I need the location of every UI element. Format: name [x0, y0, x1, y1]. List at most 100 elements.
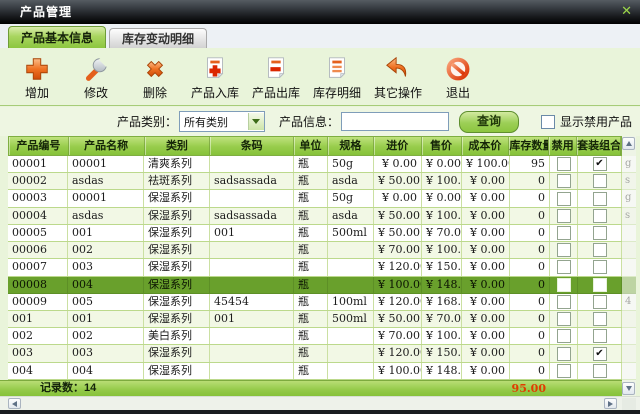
- filter-bar: 产品类别： 所有类别 产品信息： 查询 显示禁用产品: [0, 107, 640, 136]
- modify-button[interactable]: 修改: [73, 53, 119, 101]
- disabled-checkbox[interactable]: [556, 191, 571, 206]
- disabled-checkbox[interactable]: [556, 260, 571, 275]
- table-row[interactable]: 00004 asdas 保湿系列 sadsassada 瓶 asda ¥ 50.00 ¥ 10…: [8, 207, 636, 225]
- table-row[interactable]: 00002 asdas 祛斑系列 sadsassada 瓶 asda ¥ 50.00 ¥ 10…: [8, 173, 636, 191]
- combo-checkbox[interactable]: [592, 225, 607, 240]
- table-cell: ¥ 150.0: [422, 345, 462, 362]
- table-cell: asda: [328, 173, 374, 190]
- table-cell: ✔: [578, 345, 622, 362]
- disabled-checkbox[interactable]: [556, 243, 571, 258]
- table-cell: ¥ 100.0: [422, 207, 462, 224]
- other-operations-button[interactable]: 其它操作: [374, 53, 422, 101]
- table-cell: 保湿系列: [144, 276, 210, 293]
- chevron-down-icon[interactable]: [247, 113, 264, 130]
- product-outbound-button[interactable]: 产品出库: [252, 53, 300, 101]
- column-header[interactable]: 条码: [210, 137, 295, 155]
- disabled-checkbox[interactable]: [556, 208, 571, 223]
- tab-product-basic-info[interactable]: 产品基本信息: [8, 26, 107, 48]
- disabled-checkbox[interactable]: [556, 363, 571, 378]
- table-cell: [210, 242, 294, 259]
- table-cell: 美白系列: [144, 328, 210, 345]
- column-header[interactable]: 产品名称: [69, 137, 145, 155]
- product-inbound-button[interactable]: 产品入库: [191, 53, 239, 101]
- scrollbar-track[interactable]: [622, 136, 636, 396]
- table-header-row: 产品编号 产品名称 类别 条码 单位 规格 进价 售价 成本价 库存数量 禁用 套装组合: [8, 136, 622, 156]
- scroll-left-icon[interactable]: [8, 398, 21, 409]
- table-cell: 500ml: [328, 310, 374, 328]
- table-cell: [550, 310, 578, 328]
- disabled-checkbox[interactable]: [556, 294, 571, 309]
- column-header[interactable]: 套装组合: [577, 137, 621, 155]
- table-cell: 001: [68, 310, 144, 328]
- scroll-right-icon[interactable]: [604, 398, 617, 409]
- table-cell: 瓶: [294, 310, 328, 328]
- category-select[interactable]: 所有类别: [178, 111, 265, 132]
- vertical-scrollbar[interactable]: [622, 136, 636, 396]
- table-cell: ¥ 0.00: [462, 190, 510, 207]
- combo-checkbox[interactable]: [592, 191, 607, 206]
- inventory-detail-icon: [323, 53, 351, 83]
- close-button[interactable]: ✕: [621, 4, 632, 19]
- column-header[interactable]: 类别: [145, 137, 211, 155]
- column-header[interactable]: 进价: [374, 137, 422, 155]
- disabled-checkbox[interactable]: [556, 277, 571, 292]
- combo-checkbox[interactable]: [592, 363, 607, 378]
- exit-button[interactable]: 退出: [435, 53, 481, 101]
- scroll-down-icon[interactable]: [622, 382, 635, 395]
- product-info-input[interactable]: [340, 112, 449, 131]
- toolbar-label: 产品入库: [191, 85, 240, 100]
- table-cell: 00001: [68, 156, 144, 173]
- combo-checkbox[interactable]: [592, 312, 607, 327]
- combo-checkbox[interactable]: [592, 243, 607, 258]
- add-button[interactable]: 增加: [14, 53, 60, 101]
- combo-checkbox[interactable]: ✔: [592, 346, 607, 361]
- combo-checkbox[interactable]: [592, 277, 607, 292]
- table-cell: [550, 156, 578, 173]
- combo-checkbox[interactable]: [592, 294, 607, 309]
- table-cell: ¥ 0.00: [462, 224, 510, 242]
- table-cell: [550, 362, 578, 379]
- column-header[interactable]: 产品编号: [9, 137, 69, 155]
- combo-checkbox[interactable]: ✔: [592, 157, 607, 172]
- column-header[interactable]: 禁用: [549, 137, 578, 155]
- column-header[interactable]: 成本价: [462, 137, 510, 155]
- disabled-checkbox[interactable]: [556, 225, 571, 240]
- query-button[interactable]: 查询: [458, 110, 519, 133]
- show-disabled-checkbox[interactable]: [540, 114, 555, 129]
- inventory-detail-button[interactable]: 库存明细: [313, 53, 361, 101]
- tab-inventory-movement[interactable]: 库存变动明细: [109, 28, 208, 48]
- table-cell: ¥ 0.00: [462, 259, 510, 276]
- table-cell: [578, 310, 622, 328]
- combo-checkbox[interactable]: [592, 208, 607, 223]
- disabled-checkbox[interactable]: [556, 312, 571, 327]
- combo-checkbox[interactable]: [592, 329, 607, 344]
- disabled-checkbox[interactable]: [556, 346, 571, 361]
- horizontal-scrollbar[interactable]: [0, 396, 640, 410]
- table-cell: [550, 190, 578, 207]
- disabled-checkbox[interactable]: [556, 174, 571, 189]
- disabled-checkbox[interactable]: [556, 157, 571, 172]
- table-cell: ¥ 100.00: [462, 156, 510, 173]
- column-header[interactable]: 售价: [422, 137, 462, 155]
- scroll-up-icon[interactable]: [622, 137, 635, 150]
- combo-checkbox[interactable]: [592, 174, 607, 189]
- column-header[interactable]: 规格: [328, 137, 374, 155]
- delete-button[interactable]: 删除: [132, 53, 178, 101]
- combo-checkbox[interactable]: [592, 260, 607, 275]
- disabled-checkbox[interactable]: [556, 329, 571, 344]
- column-header[interactable]: 单位: [294, 137, 328, 155]
- table-cell: [550, 328, 578, 345]
- table-cell: 004: [68, 276, 144, 293]
- column-header[interactable]: 库存数量: [509, 137, 550, 155]
